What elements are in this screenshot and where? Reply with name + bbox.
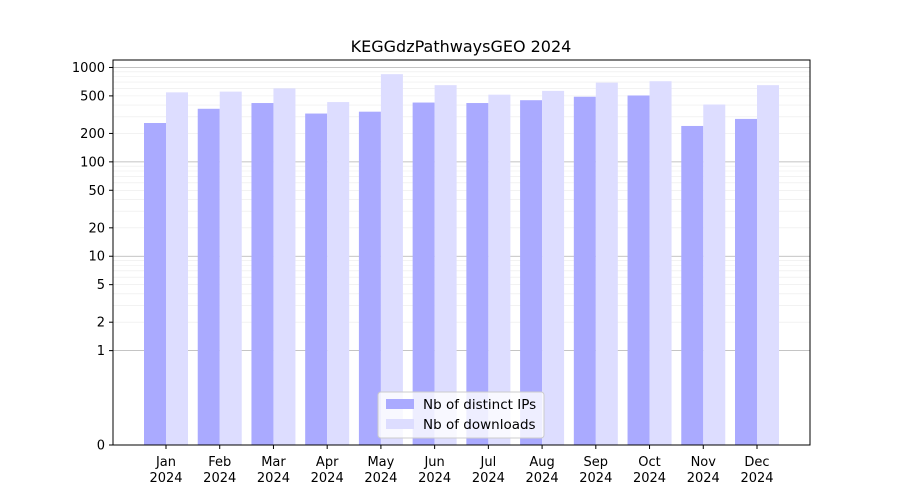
bar-distinct-ips [681,125,704,445]
y-tick-label: 20 [88,221,105,236]
x-tick-label-month: Jul [480,455,497,470]
x-tick-label-year: 2024 [579,471,612,486]
x-tick-label-month: Dec [744,455,769,470]
y-tick-label: 200 [80,127,105,142]
x-tick-label-year: 2024 [257,471,290,486]
x-tick-label-month: Aug [529,455,554,470]
x-tick-label-month: Mar [261,455,286,470]
bar-downloads [380,74,403,445]
bar-downloads [434,85,457,446]
y-tick-label: 1000 [72,61,105,76]
x-tick-label-year: 2024 [526,471,559,486]
bar-downloads [703,104,726,446]
legend-swatch [386,399,414,409]
bars [144,74,779,446]
x-tick-label-month: Oct [638,455,660,470]
bar-downloads [649,81,672,446]
x-tick-label-month: Feb [208,455,231,470]
y-tick-label: 1 [97,344,105,359]
legend-label: Nb of downloads [423,417,536,433]
x-tick-label-month: Jun [423,455,444,470]
bar-distinct-ips [735,118,757,446]
x-tick-label-month: Apr [316,455,339,470]
bar-downloads [542,90,565,446]
bar-downloads [488,94,511,446]
bar-distinct-ips [358,111,381,446]
x-tick-label-year: 2024 [418,471,451,486]
bar-distinct-ips [251,103,274,446]
x-tick-label-year: 2024 [311,471,344,486]
x-tick-label-year: 2024 [149,471,182,486]
bar-downloads [273,88,296,446]
x-tick-label-year: 2024 [364,471,397,486]
bar-distinct-ips [305,113,328,445]
y-tick-label: 0 [97,439,105,454]
y-tick-label: 100 [80,155,105,170]
x-tick-label-month: May [367,455,394,470]
bar-distinct-ips [520,100,543,445]
plot-frame [112,59,811,446]
x-tick-label-year: 2024 [633,471,666,486]
bar-downloads [219,91,242,446]
y-tick-label: 500 [80,89,105,104]
bar-downloads [166,92,188,445]
bar-downloads [327,102,350,445]
x-tick-label-year: 2024 [472,471,505,486]
x-tick-label-month: Jan [155,455,176,470]
y-tick-label: 50 [88,184,105,199]
y-tick-label: 10 [88,250,105,265]
legend: Nb of distinct IPs Nb of downloads [377,391,545,439]
y-tick-label: 2 [97,316,105,331]
bar-distinct-ips [197,108,220,446]
x-tick-label-year: 2024 [687,471,720,486]
x-tick-label-year: 2024 [203,471,236,486]
legend-label: Nb of distinct IPs [423,397,536,413]
x-tick-label-month: Nov [691,455,717,470]
x-tick-label-year: 2024 [740,471,773,486]
bar-downloads [595,82,618,445]
bar-distinct-ips [144,123,166,445]
legend-box [377,391,545,439]
y-tick-label: 5 [97,278,105,293]
chart-title: KEGGdzPathwaysGEO 2024 [351,37,572,56]
bar-distinct-ips [466,103,489,446]
bar-distinct-ips [627,95,650,446]
legend-swatch [386,419,414,429]
bar-downloads [757,85,779,446]
bar-distinct-ips [573,96,596,445]
x-tick-label-month: Sep [584,455,609,470]
bar-distinct-ips [412,102,435,445]
axes: 01251020501002005001000Jan2024Feb2024Mar… [72,59,811,486]
